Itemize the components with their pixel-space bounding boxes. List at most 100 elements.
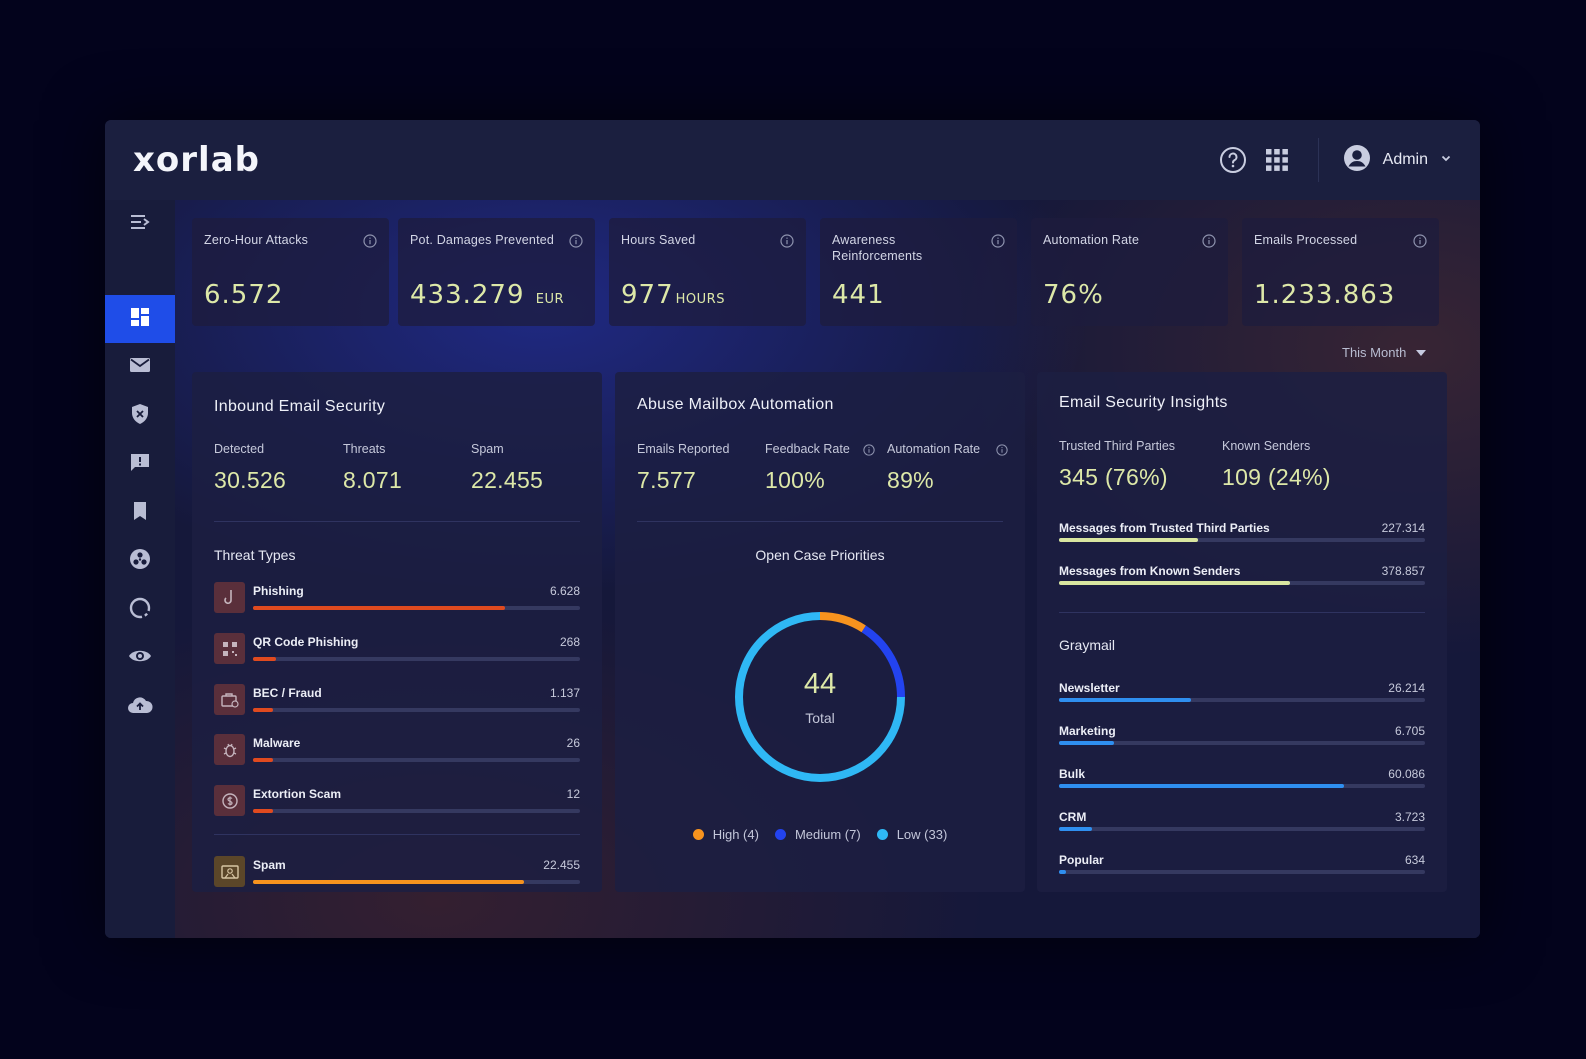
bar-row-trusted-third-parties[interactable]: Messages from Trusted Third Parties 227.… (1059, 521, 1425, 551)
legend-item-medium: Medium (7) (774, 827, 861, 842)
threat-bar-track (253, 758, 580, 762)
sidebar-item-feedback[interactable] (105, 440, 175, 488)
info-icon[interactable] (991, 234, 1005, 253)
kpi-value: 76% (1043, 280, 1106, 310)
kpi-value: 6.572 (204, 280, 285, 310)
donut-title: Open Case Priorities (755, 547, 885, 563)
legend-item-high: High (4) (692, 827, 759, 842)
info-icon[interactable] (569, 234, 583, 253)
legend-label: Medium (7) (794, 827, 861, 842)
graymail-row-newsletter[interactable]: Newsletter 26.214 (1059, 681, 1425, 711)
refresh-icon (129, 597, 151, 624)
kpi-card-damages[interactable]: Pot. Damages Prevented 433.279 EUR (398, 218, 595, 326)
panel-title: Inbound Email Security (214, 398, 386, 415)
graymail-row-bulk[interactable]: Bulk 60.086 (1059, 767, 1425, 797)
graymail-row-crm[interactable]: CRM 3.723 (1059, 810, 1425, 840)
bar-name: CRM (1059, 810, 1087, 824)
sidebar-item-sync[interactable] (105, 586, 175, 634)
caret-down-icon (1416, 349, 1427, 356)
legend-dot (876, 829, 888, 840)
account-circle-icon (1343, 144, 1371, 177)
threat-types-title: Threat Types (214, 547, 296, 563)
phishing-hook-icon (214, 582, 245, 613)
dashboard-icon (130, 307, 150, 332)
sidebar-item-malware[interactable] (105, 537, 175, 585)
bar-track (1059, 784, 1425, 788)
menu-collapse-button[interactable] (105, 200, 175, 248)
sidebar-item-bookmarks[interactable] (105, 489, 175, 537)
donut-total-value: 44 (803, 668, 837, 700)
graymail-row-popular[interactable]: Popular 634 (1059, 853, 1425, 883)
bar-name: Popular (1059, 853, 1104, 867)
bookmark-icon (132, 501, 148, 526)
info-icon[interactable] (1413, 234, 1427, 253)
sidebar (105, 200, 175, 938)
bug-icon (214, 734, 245, 765)
threat-row-spam[interactable]: Spam 22.455 (214, 854, 580, 894)
bar-row-known-senders[interactable]: Messages from Known Senders 378.857 (1059, 564, 1425, 594)
kpi-value-number: 6.572 (204, 280, 284, 310)
kpi-value-number: 441 (832, 280, 885, 310)
user-menu[interactable]: Admin (1343, 144, 1452, 177)
kpi-card-hours-saved[interactable]: Hours Saved 977 HOURS (609, 218, 806, 326)
threat-bar-track (253, 606, 580, 610)
sidebar-item-mail[interactable] (105, 343, 175, 391)
threat-row-malware[interactable]: Malware 26 (214, 732, 580, 772)
info-icon[interactable] (363, 234, 377, 253)
kpi-label: Hours Saved (621, 233, 696, 247)
sidebar-item-threats[interactable] (105, 392, 175, 440)
threat-value: 6.628 (549, 584, 580, 598)
kpi-card-emails-processed[interactable]: Emails Processed 1.233.863 (1242, 218, 1439, 326)
threat-name: Malware (253, 736, 301, 750)
threat-name: QR Code Phishing (253, 635, 359, 649)
threat-row-extortion-scam[interactable]: Extortion Scam 12 (214, 783, 580, 823)
info-icon[interactable] (1202, 234, 1216, 253)
bar-value: 227.314 (1381, 521, 1425, 535)
apps-grid-icon[interactable] (1262, 145, 1292, 175)
stat-label-trusted-third-parties: Trusted Third Parties (1059, 439, 1176, 453)
threat-name: BEC / Fraud (253, 686, 322, 700)
bar-track (1059, 698, 1425, 702)
dollar-circle-icon (214, 785, 245, 816)
threat-value: 26 (566, 736, 580, 750)
stat-value-spam: 22.455 (471, 467, 544, 493)
threat-row-phishing[interactable]: Phishing 6.628 (214, 580, 580, 620)
kpi-card-automation-rate[interactable]: Automation Rate 76% (1031, 218, 1228, 326)
bar-fill (1059, 538, 1199, 542)
info-icon[interactable] (996, 443, 1008, 461)
bar-fill (1059, 827, 1092, 831)
panel-inbound-email-security: Inbound Email Security Detected 30.526 T… (192, 372, 602, 892)
threat-row-qr-code-phishing[interactable]: QR Code Phishing 268 (214, 631, 580, 671)
open-case-priorities-donut (735, 612, 905, 782)
section-divider (637, 521, 1003, 522)
info-icon[interactable] (780, 234, 794, 253)
sidebar-item-upload[interactable] (105, 683, 175, 731)
kpi-value: 433.279 EUR (410, 280, 564, 310)
graymail-row-marketing[interactable]: Marketing 6.705 (1059, 724, 1425, 754)
sidebar-item-monitoring[interactable] (105, 634, 175, 682)
bar-fill (1059, 741, 1114, 745)
kpi-card-awareness[interactable]: Awareness Reinforcements 441 (820, 218, 1017, 326)
kpi-label: Emails Processed (1254, 233, 1358, 247)
bar-name: Messages from Known Senders (1059, 564, 1241, 578)
help-circle-icon[interactable] (1218, 145, 1248, 175)
bar-name: Newsletter (1059, 681, 1120, 695)
kpi-unit: HOURS (675, 292, 725, 307)
cloud-upload-icon (127, 695, 153, 720)
logo[interactable]: xorlab (133, 140, 260, 180)
bar-name: Marketing (1059, 724, 1116, 738)
kpi-value: 977 HOURS (621, 280, 725, 310)
kpi-value: 441 (832, 280, 887, 310)
threat-value: 1.137 (549, 686, 580, 700)
sidebar-item-dashboard[interactable] (105, 295, 175, 343)
donut-segment-medium[interactable] (861, 625, 905, 698)
donut-segment-low[interactable] (735, 612, 905, 782)
top-bar-divider (1317, 138, 1319, 182)
threat-row-bec-fraud[interactable]: BEC / Fraud 1.137 (214, 682, 580, 722)
bar-name: Messages from Trusted Third Parties (1059, 521, 1270, 535)
donut-segment-high[interactable] (819, 612, 866, 633)
info-icon[interactable] (863, 443, 875, 461)
period-dropdown[interactable]: This Month (1342, 345, 1427, 360)
kpi-card-zero-hour[interactable]: Zero-Hour Attacks 6.572 (192, 218, 389, 326)
kpi-label: Awareness Reinforcements (832, 233, 923, 263)
